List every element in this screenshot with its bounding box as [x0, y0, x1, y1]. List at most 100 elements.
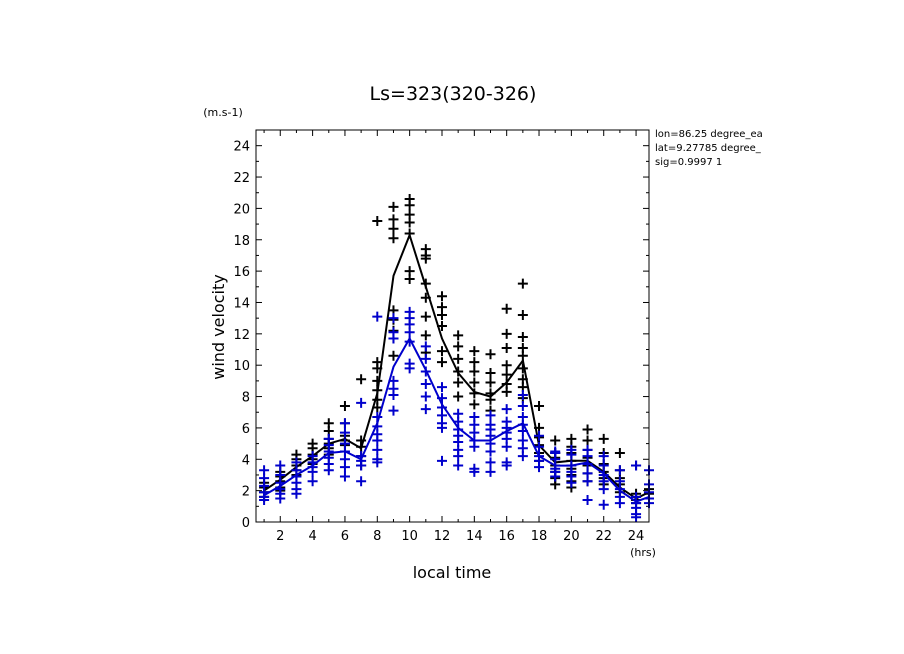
y-tick-label: 20: [233, 202, 250, 217]
data-point-series-2: [501, 441, 512, 452]
data-point-series-1: [453, 341, 464, 352]
data-point-series-2: [517, 400, 528, 411]
data-point-series-1: [517, 278, 528, 289]
data-point-series-1: [501, 386, 512, 397]
data-point-series-2: [388, 313, 399, 324]
data-point-series-2: [436, 422, 447, 433]
data-point-series-1: [501, 342, 512, 353]
data-point-series-1: [469, 388, 480, 399]
data-point-series-1: [517, 350, 528, 361]
y-tick-label: 6: [242, 422, 250, 437]
x-tick-label: 20: [563, 529, 580, 544]
data-point-series-2: [323, 465, 334, 476]
data-point-series-2: [582, 458, 593, 469]
data-point-series-1: [469, 377, 480, 388]
data-point-series-1: [420, 253, 431, 264]
data-point-series-1: [436, 357, 447, 368]
data-point-series-2: [372, 444, 383, 455]
data-point-series-1: [356, 441, 367, 452]
data-point-series-2: [534, 462, 545, 473]
data-point-series-2: [550, 471, 561, 482]
data-point-series-2: [631, 460, 642, 471]
y-tick-label: 16: [233, 265, 250, 280]
data-point-series-2: [598, 499, 609, 510]
data-point-series-1: [420, 292, 431, 303]
data-point-series-2: [339, 462, 350, 473]
data-point-series-2: [356, 460, 367, 471]
x-tick-label: 4: [308, 529, 316, 544]
y-tick-label: 4: [242, 453, 250, 468]
data-point-series-1: [404, 273, 415, 284]
data-point-series-2: [566, 477, 577, 488]
data-point-series-2: [404, 327, 415, 338]
x-tick-label: 14: [466, 529, 483, 544]
data-point-series-1: [517, 310, 528, 321]
data-point-series-1: [404, 228, 415, 239]
data-point-series-2: [598, 460, 609, 471]
data-point-series-2: [388, 333, 399, 344]
data-point-series-2: [614, 465, 625, 476]
x-unit-label: (hrs): [630, 546, 656, 559]
x-tick-label: 22: [595, 529, 612, 544]
data-point-series-1: [485, 377, 496, 388]
data-point-series-1: [485, 394, 496, 405]
plot-frame: [255, 129, 650, 523]
y-tick-label: 12: [233, 328, 250, 343]
data-point-series-2: [485, 410, 496, 421]
data-point-series-1: [453, 391, 464, 402]
y-axis-label: wind velocity: [209, 274, 228, 379]
data-point-series-2: [420, 391, 431, 402]
data-point-series-1: [388, 223, 399, 234]
x-tick-label: 2: [276, 529, 284, 544]
data-point-series-1: [453, 353, 464, 364]
x-tick-label: 12: [434, 529, 451, 544]
data-point-series-1: [356, 374, 367, 385]
info-lon: lon=86.25 degree_ea: [655, 129, 763, 140]
data-point-series-1: [469, 346, 480, 357]
y-tick-label: 24: [233, 140, 250, 155]
chart-title: Ls=323(320-326): [370, 83, 537, 105]
data-point-series-2: [372, 435, 383, 446]
data-point-series-2: [356, 476, 367, 487]
y-tick-label: 2: [242, 485, 250, 500]
data-point-series-2: [420, 353, 431, 364]
data-point-series-1: [436, 291, 447, 302]
data-point-series-2: [275, 460, 286, 471]
y-tick-label: 14: [233, 296, 250, 311]
data-point-series-2: [614, 498, 625, 509]
data-point-series-1: [534, 400, 545, 411]
data-point-series-2: [307, 466, 318, 477]
data-point-series-1: [517, 363, 528, 374]
data-point-series-2: [356, 397, 367, 408]
info-sig: sig=0.9997 1: [655, 157, 722, 168]
data-point-series-2: [550, 454, 561, 465]
data-point-series-2: [420, 341, 431, 352]
y-tick-label: 0: [242, 516, 250, 531]
data-point-series-1: [436, 310, 447, 321]
data-point-series-1: [420, 311, 431, 322]
data-point-series-2: [469, 441, 480, 452]
data-point-series-2: [517, 389, 528, 400]
x-tick-label: 10: [401, 529, 418, 544]
data-point-series-1: [501, 369, 512, 380]
data-point-series-2: [517, 426, 528, 437]
y-tick-label: 10: [233, 359, 250, 374]
data-point-series-1: [550, 435, 561, 446]
data-point-series-2: [453, 451, 464, 462]
data-point-series-2: [501, 404, 512, 415]
data-point-series-1: [614, 448, 625, 459]
data-point-series-2: [339, 427, 350, 438]
x-tick-label: 18: [531, 529, 548, 544]
data-point-series-2: [598, 451, 609, 462]
data-point-series-1: [501, 360, 512, 371]
data-point-series-2: [404, 363, 415, 374]
data-point-series-1: [598, 433, 609, 444]
info-lat: lat=9.27785 degree_: [655, 143, 762, 154]
data-point-series-1: [420, 330, 431, 341]
data-point-series-2: [534, 430, 545, 441]
data-point-series-1: [372, 402, 383, 413]
data-point-series-2: [501, 460, 512, 471]
mean-line-series-2: [263, 336, 650, 503]
data-point-series-2: [485, 466, 496, 477]
data-point-series-2: [485, 446, 496, 457]
